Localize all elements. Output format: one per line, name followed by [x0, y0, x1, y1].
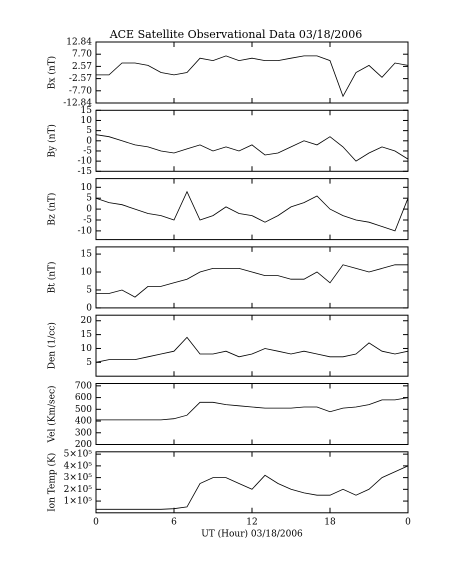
y-tick-label: 700 [75, 381, 92, 391]
y-tick-label: 0 [86, 136, 92, 146]
y-tick-label: -15 [78, 167, 93, 177]
data-line [96, 397, 409, 421]
y-axis-label: Bx (nT) [47, 56, 58, 89]
y-tick-label: 10 [81, 183, 93, 193]
y-tick-label: -5 [83, 146, 92, 156]
y-tick-label: -10 [78, 157, 93, 167]
plot-frame [95, 109, 409, 172]
data-line [96, 465, 409, 510]
y-tick-label: 400 [75, 417, 92, 427]
y-tick-label: 15 [81, 330, 93, 340]
y-tick-label: 200 [75, 440, 92, 450]
y-axis-label: Vel (Km/sec) [47, 385, 58, 443]
y-tick-label: 15 [81, 106, 93, 116]
x-axis-label: UT (Hour) 03/18/2006 [201, 528, 303, 539]
y-tick-label: 7.70 [72, 50, 92, 60]
x-tick-label: 6 [171, 517, 177, 527]
plot-frame [95, 178, 409, 241]
y-tick-label: 1×10⁵ [64, 497, 93, 507]
data-line [95, 190, 409, 232]
y-tick-label: 15 [81, 250, 93, 260]
y-tick-label: 12.84 [66, 38, 92, 48]
plot-frame [95, 246, 409, 309]
y-axis-label: Bt (nT) [47, 261, 58, 293]
y-tick-label: 10 [81, 268, 93, 278]
y-axis-label: By (nT) [47, 124, 58, 157]
y-axis-label: Den (1/cc) [47, 322, 58, 369]
y-tick-label: -10 [78, 226, 93, 236]
y-tick-label: -12.84 [63, 99, 92, 109]
y-tick-label: -7.70 [69, 86, 92, 96]
data-line [96, 55, 409, 98]
data-line [96, 264, 408, 298]
y-tick-label: 20 [81, 316, 93, 326]
y-tick-label: 0 [86, 205, 92, 215]
y-tick-label: -5 [83, 215, 92, 225]
plot-frame [95, 314, 409, 377]
y-tick-label: 5 [86, 358, 92, 368]
data-line [95, 134, 409, 162]
y-tick-label: -2.57 [69, 74, 92, 84]
y-tick-label: 4×10⁵ [64, 461, 93, 471]
y-tick-label: 5 [86, 194, 92, 204]
y-tick-label: 10 [81, 116, 93, 126]
y-tick-label: 2.57 [72, 62, 92, 72]
y-tick-label: 5 [86, 126, 92, 136]
plot-frame [95, 451, 409, 514]
y-axis-label: Bz (nT) [47, 193, 58, 226]
plot-frame [95, 383, 409, 445]
y-tick-label: 10 [81, 344, 93, 354]
y-tick-label: 0 [86, 303, 92, 313]
y-axis-label: Ion Temp (K) [47, 453, 58, 512]
x-tick-label: 12 [246, 517, 257, 527]
y-tick-label: 500 [75, 405, 92, 415]
y-tick-label: 600 [75, 393, 92, 403]
y-tick-label: 2×10⁵ [64, 485, 93, 495]
data-line [95, 336, 409, 363]
chart-title: ACE Satellite Observational Data 03/18/2… [109, 28, 363, 41]
x-tick-label: 0 [405, 517, 411, 527]
y-tick-label: 5×10⁵ [64, 450, 93, 460]
plot-frame [95, 41, 409, 104]
x-tick-label: 0 [93, 517, 99, 527]
y-tick-label: 300 [75, 428, 92, 438]
y-tick-label: 5 [86, 285, 92, 295]
x-tick-label: 18 [324, 517, 336, 527]
y-tick-label: 3×10⁵ [64, 473, 93, 483]
